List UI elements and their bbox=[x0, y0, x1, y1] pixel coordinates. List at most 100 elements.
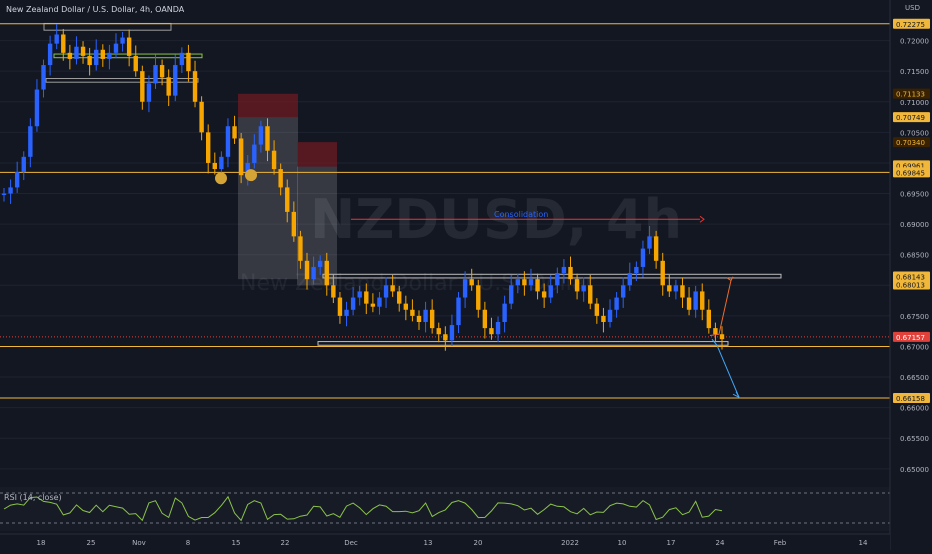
candle-body bbox=[265, 126, 270, 151]
candle-body bbox=[120, 37, 125, 44]
price-tick-label: 0.69500 bbox=[900, 191, 929, 199]
currency-label: USD bbox=[905, 4, 920, 12]
candle-body bbox=[317, 260, 323, 267]
price-tick-label: 0.71000 bbox=[900, 99, 929, 107]
candle-body bbox=[469, 279, 474, 286]
candle-body bbox=[271, 150, 277, 170]
candle-body bbox=[436, 328, 441, 335]
bearish-projection bbox=[711, 338, 740, 398]
candle-body bbox=[94, 49, 99, 66]
candle-body bbox=[390, 285, 395, 292]
candle-body bbox=[476, 285, 481, 310]
candle-body bbox=[423, 309, 428, 322]
candle-body bbox=[258, 126, 264, 145]
price-tag-label: 0.71133 bbox=[896, 91, 925, 99]
price-tick-label: 0.67500 bbox=[900, 313, 929, 321]
candle-body bbox=[706, 309, 712, 329]
candle-body bbox=[509, 285, 514, 304]
candle-body bbox=[159, 65, 165, 78]
swing-low-marker bbox=[215, 172, 227, 185]
rsi-indicator-label[interactable]: RSI (14, close) bbox=[4, 493, 62, 502]
arrow-head bbox=[732, 391, 741, 399]
price-tag-label: 0.70340 bbox=[896, 139, 925, 147]
candle-body bbox=[634, 266, 639, 274]
candle-body bbox=[397, 291, 402, 304]
candle-body bbox=[350, 297, 356, 310]
candle-body bbox=[443, 334, 448, 341]
candle-body bbox=[416, 315, 422, 322]
candle-body bbox=[28, 126, 33, 157]
price-tag-label: 0.67157 bbox=[896, 334, 925, 342]
price-tag-label: 0.68013 bbox=[896, 281, 925, 289]
candle-body bbox=[561, 266, 567, 274]
candle-body bbox=[541, 291, 547, 298]
price-tick-label: 0.65000 bbox=[900, 466, 929, 474]
price-tag bbox=[893, 279, 930, 290]
candle-body bbox=[344, 309, 349, 316]
consolidation-box-top bbox=[322, 273, 782, 279]
candle-body bbox=[686, 297, 692, 310]
target-zone bbox=[297, 166, 337, 286]
candle-body bbox=[186, 52, 191, 72]
time-axis[interactable] bbox=[0, 534, 890, 550]
consolidation-label: Consolidation bbox=[494, 210, 548, 219]
price-tag-label: 0.72275 bbox=[896, 21, 925, 29]
candle-body bbox=[653, 236, 659, 261]
candle-body bbox=[528, 279, 534, 286]
candle-body bbox=[54, 34, 59, 44]
candle-body bbox=[219, 156, 224, 170]
candle-body bbox=[647, 236, 652, 249]
time-tick-label: 22 bbox=[281, 539, 290, 547]
rsi-pane[interactable] bbox=[0, 487, 890, 531]
time-tick-label: Feb bbox=[774, 539, 787, 547]
bullish-projection bbox=[709, 280, 732, 336]
candle-body bbox=[278, 169, 283, 188]
price-tick-label: 0.66500 bbox=[900, 374, 929, 382]
swing-low-marker bbox=[245, 169, 257, 182]
candle-body bbox=[535, 279, 540, 292]
candle-body bbox=[377, 297, 382, 307]
arrow-head bbox=[726, 276, 734, 282]
candle-body bbox=[225, 126, 231, 157]
time-tick-label: 18 bbox=[37, 539, 46, 547]
candle-body bbox=[47, 43, 53, 66]
price-tag bbox=[893, 271, 930, 282]
candle-body bbox=[673, 285, 679, 292]
candle-body bbox=[555, 273, 560, 286]
time-tick-label: 24 bbox=[716, 539, 725, 547]
candle-body bbox=[298, 236, 303, 261]
candle-body bbox=[581, 285, 586, 292]
price-tag bbox=[893, 167, 930, 178]
time-tick-label: 17 bbox=[667, 539, 676, 547]
candle-body bbox=[285, 187, 290, 212]
time-tick-label: 25 bbox=[87, 539, 96, 547]
candle-body bbox=[140, 71, 145, 102]
candle-body bbox=[107, 52, 112, 59]
candle-body bbox=[364, 291, 369, 304]
candle-body bbox=[482, 309, 488, 329]
candle-body bbox=[100, 49, 106, 59]
candle-body bbox=[291, 211, 297, 237]
price-tag-label: 0.68143 bbox=[896, 274, 925, 282]
candle-body bbox=[21, 156, 26, 173]
candle-body bbox=[429, 309, 435, 329]
candle-body bbox=[713, 328, 718, 335]
candle-body bbox=[502, 303, 507, 322]
time-tick-label: 13 bbox=[424, 539, 433, 547]
candle-body bbox=[80, 46, 86, 56]
candle-body bbox=[588, 285, 593, 304]
candle-body bbox=[601, 315, 606, 322]
time-tick-label: 14 bbox=[859, 539, 868, 547]
candle-body bbox=[61, 34, 66, 53]
price-tag bbox=[893, 112, 930, 123]
candle-body bbox=[232, 126, 237, 139]
candle-body bbox=[456, 297, 461, 326]
price-tick-label: 0.72000 bbox=[900, 38, 929, 46]
price-tag-label: 0.70749 bbox=[896, 114, 925, 122]
price-tag-label: 0.66158 bbox=[896, 395, 925, 403]
candle-body bbox=[8, 187, 13, 194]
time-tick-label: 2022 bbox=[561, 539, 579, 547]
price-tick-label: 0.66000 bbox=[900, 405, 929, 413]
